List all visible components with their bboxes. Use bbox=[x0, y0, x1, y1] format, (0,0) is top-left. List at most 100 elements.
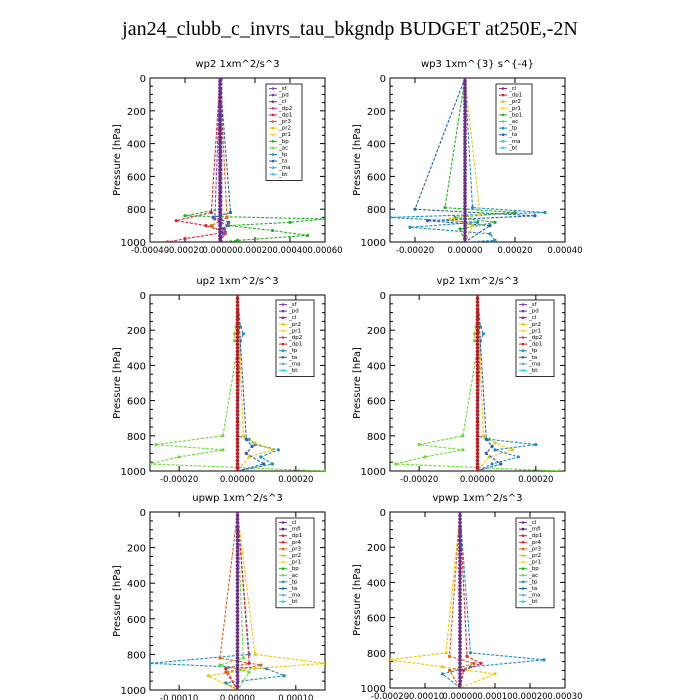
profile-marker bbox=[475, 307, 480, 311]
profile-marker bbox=[475, 353, 480, 357]
data-point bbox=[472, 332, 477, 336]
profile-marker bbox=[235, 592, 240, 596]
legend-marker bbox=[501, 126, 505, 130]
profile-marker bbox=[235, 563, 240, 568]
y-axis-label: Pressure [hPa] bbox=[112, 124, 123, 196]
legend-marker bbox=[501, 133, 505, 136]
profile-marker bbox=[458, 682, 462, 687]
profile-marker bbox=[235, 388, 240, 392]
profile-marker bbox=[235, 549, 240, 553]
profile-marker bbox=[235, 455, 240, 459]
series-line bbox=[414, 78, 536, 242]
legend-label: _dp1 bbox=[508, 93, 522, 99]
legend-label: _ma bbox=[278, 165, 290, 171]
profile-marker bbox=[458, 555, 462, 560]
data-point bbox=[390, 215, 392, 219]
legend-marker bbox=[281, 554, 285, 557]
profile-marker bbox=[458, 622, 462, 627]
profile-marker bbox=[475, 416, 480, 421]
data-point bbox=[221, 434, 225, 438]
profile-marker bbox=[463, 240, 467, 242]
profile-marker bbox=[463, 145, 467, 149]
legend-label: _mfl bbox=[528, 527, 541, 533]
y-tick-label: 0 bbox=[140, 74, 146, 85]
profile-marker bbox=[218, 82, 222, 87]
legend-label: _pr2 bbox=[288, 553, 301, 559]
x-tick-label: 0.00040 bbox=[272, 246, 307, 256]
data-point bbox=[224, 670, 228, 674]
legend-label: _ta bbox=[528, 586, 537, 592]
profile-marker bbox=[475, 423, 480, 428]
legend-label: _pr1 bbox=[278, 132, 291, 138]
data-point bbox=[225, 224, 229, 228]
x-tick-label: -0.00010 bbox=[160, 694, 198, 700]
data-point bbox=[150, 661, 152, 665]
legend-marker bbox=[521, 534, 525, 537]
data-point bbox=[218, 663, 222, 667]
legend-label: _cl bbox=[288, 315, 297, 321]
chart-panel: wp3 1xm^{3} s^{-4} Pressure [hPa] 0 200 400 6… bbox=[352, 59, 583, 256]
data-point bbox=[444, 651, 448, 655]
legend-label: _tp bbox=[288, 348, 298, 354]
y-tick-label: 400 bbox=[127, 140, 146, 151]
profile-marker bbox=[218, 171, 222, 175]
profile-marker bbox=[235, 419, 240, 424]
profile-marker bbox=[235, 317, 240, 322]
profile-marker bbox=[458, 541, 462, 546]
profile-marker bbox=[235, 405, 240, 410]
x-tick-label: -0.00020 bbox=[400, 475, 438, 485]
profile-marker bbox=[218, 200, 222, 205]
y-tick-label: 1000 bbox=[121, 238, 146, 249]
legend-label: _ma bbox=[288, 593, 300, 599]
profile-marker bbox=[235, 666, 240, 671]
data-point bbox=[218, 656, 222, 660]
profile-marker bbox=[475, 426, 480, 431]
legend-label: _bt bbox=[528, 368, 538, 374]
data-point bbox=[221, 448, 225, 452]
profile-marker bbox=[218, 92, 222, 97]
series-line bbox=[236, 295, 275, 471]
page-title: jan24_clubb_c_invrs_tau_bkgndp BUDGET at… bbox=[122, 18, 578, 40]
x-tick-label: 0.00000 bbox=[202, 246, 237, 256]
legend-marker bbox=[521, 329, 525, 333]
profile-marker bbox=[463, 82, 467, 87]
profile-marker bbox=[218, 233, 222, 238]
profile-marker bbox=[475, 356, 480, 361]
profile-marker bbox=[463, 131, 467, 136]
legend-label: _sf bbox=[278, 86, 288, 92]
profile-marker bbox=[235, 677, 240, 682]
profile-marker bbox=[458, 594, 462, 599]
legend-label: _pr2 bbox=[288, 322, 301, 328]
profile-marker bbox=[475, 328, 480, 333]
legend-label: _dp1 bbox=[528, 342, 542, 348]
profile-marker bbox=[458, 612, 462, 616]
profile-marker bbox=[235, 448, 240, 452]
profile-marker bbox=[458, 647, 462, 652]
profile-marker bbox=[218, 168, 222, 172]
data-point bbox=[270, 228, 275, 233]
y-tick-label: 1000 bbox=[121, 686, 146, 697]
legend-box bbox=[265, 83, 303, 181]
profile-marker bbox=[218, 164, 222, 169]
legend-marker bbox=[281, 362, 285, 366]
profile-marker bbox=[475, 342, 480, 347]
data-point bbox=[270, 462, 275, 466]
data-point bbox=[499, 462, 503, 466]
profile-marker bbox=[235, 556, 240, 561]
data-point bbox=[276, 448, 280, 452]
profile-marker bbox=[235, 338, 240, 343]
legend-label: _bt bbox=[528, 599, 538, 605]
panel-title: wp2 1xm^2/s^3 bbox=[195, 59, 279, 70]
y-tick-label: 1000 bbox=[361, 238, 386, 249]
profile-marker bbox=[475, 412, 480, 417]
profile-marker bbox=[458, 636, 462, 641]
x-tick-label: 0.00040 bbox=[547, 246, 582, 256]
profile-marker bbox=[235, 426, 240, 431]
data-point bbox=[408, 225, 412, 229]
data-point bbox=[488, 232, 492, 236]
x-tick-label: 0.00000 bbox=[442, 692, 477, 700]
profile-marker bbox=[463, 138, 467, 143]
data-point bbox=[213, 217, 217, 221]
profile-marker bbox=[458, 654, 462, 659]
